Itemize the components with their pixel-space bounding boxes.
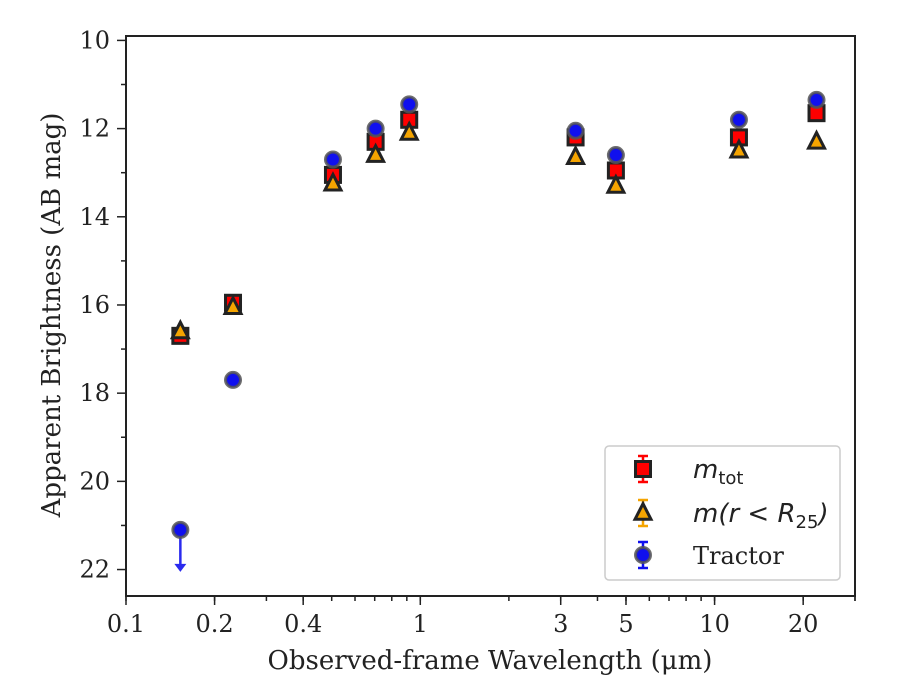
plot-area	[169, 90, 827, 572]
tractor-point	[366, 119, 385, 138]
mr25-point	[222, 294, 244, 315]
mr25-point	[169, 318, 191, 340]
mr25-point	[806, 129, 827, 150]
y-tick-label: 20	[79, 467, 110, 495]
axes: 10 12 14 16 18 20 22 0.1 0.2 0.4 1 3 5 10 20	[79, 26, 856, 638]
x-tick-label: 20	[788, 610, 819, 638]
legend-frame	[604, 445, 841, 581]
tractor-point	[606, 146, 625, 165]
legend: mtot m(r < R25) Tractor	[604, 445, 841, 581]
tractor-point	[566, 121, 585, 140]
y-tick-label: 16	[79, 291, 110, 319]
x-tick-label: 5	[618, 610, 633, 638]
plot-frame	[125, 35, 856, 597]
tractor-point	[400, 95, 419, 114]
legend-marker	[632, 500, 654, 521]
y-tick-label: 12	[79, 115, 110, 143]
tractor-point	[807, 90, 826, 109]
tractor-point	[729, 110, 748, 129]
mr25-point	[565, 144, 587, 166]
x-tick-label: 10	[699, 610, 730, 638]
x-tick-label: 0.2	[196, 610, 234, 638]
tractor-point	[323, 150, 342, 169]
mr25-point	[728, 138, 750, 159]
y-tick-label: 10	[79, 26, 110, 54]
x-axis-title: Observed-frame Wavelength (μm)	[268, 646, 713, 676]
mr25-point	[605, 173, 627, 194]
mr25-point	[365, 142, 387, 163]
x-tick-label: 0.1	[107, 610, 145, 638]
legend-label: mtot	[693, 455, 743, 489]
legend-marker	[634, 546, 652, 564]
tractor-point	[224, 370, 243, 389]
mr25-point	[398, 120, 420, 141]
y-tick-label: 14	[79, 203, 110, 231]
x-tick-label: 3	[553, 610, 568, 638]
x-tick-label: 1	[413, 610, 428, 638]
y-axis-title: Apparent Brightness (AB mag)	[37, 113, 67, 519]
x-tick-label: 0.4	[284, 610, 322, 638]
legend-marker	[634, 460, 652, 478]
upper-limit-arrow-head	[174, 563, 187, 572]
tractor-point	[171, 520, 190, 539]
legend-label: Tractor	[693, 542, 784, 570]
y-tick-label: 22	[79, 556, 110, 584]
y-tick-label: 18	[79, 379, 110, 407]
legend-label: m(r < R25)	[693, 499, 829, 533]
mr25-point	[322, 171, 344, 192]
